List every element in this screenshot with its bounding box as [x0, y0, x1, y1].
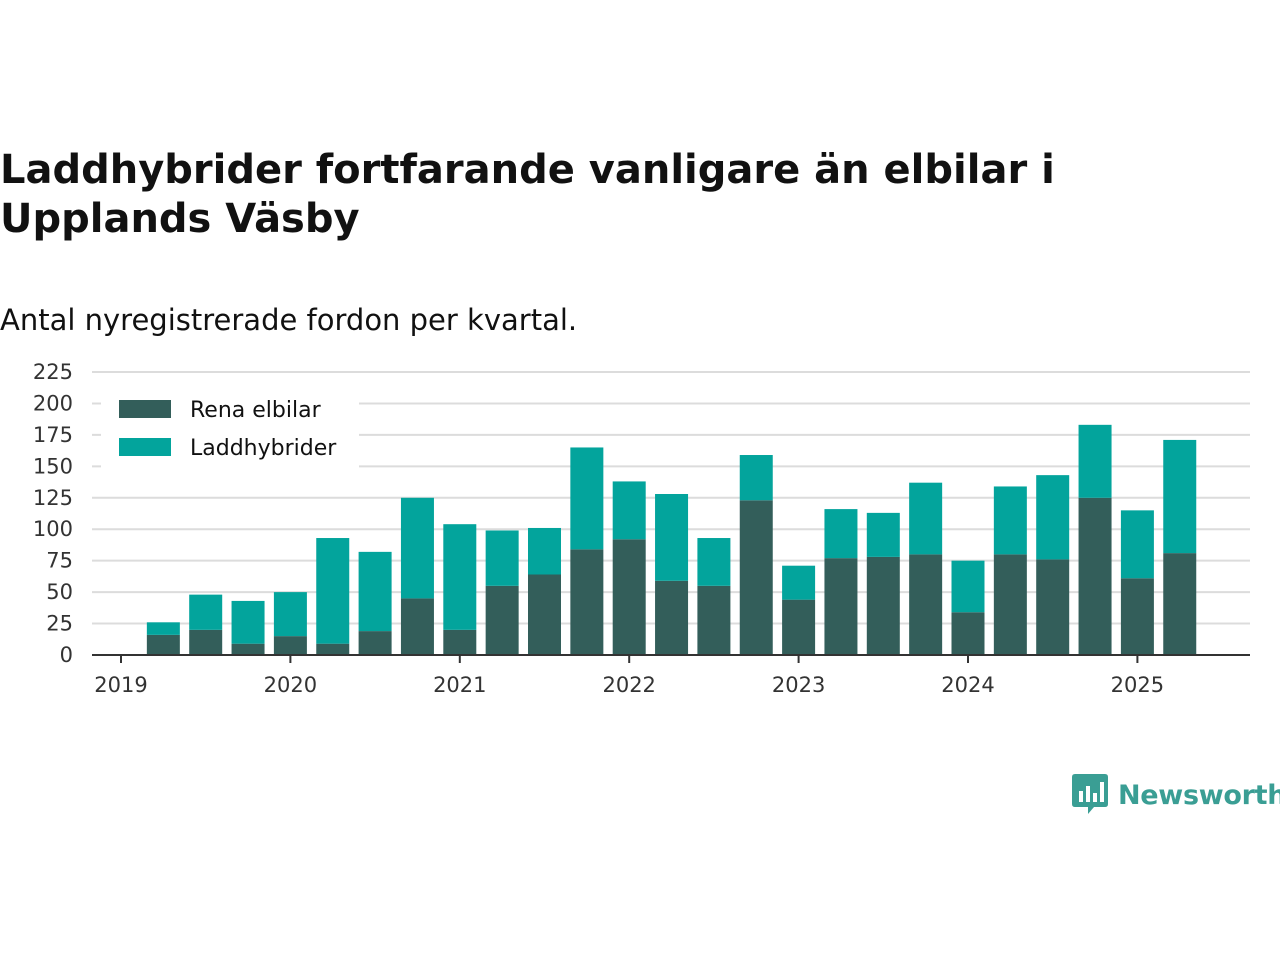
bar-laddhybrider [570, 447, 604, 550]
bar-laddhybrider [612, 481, 646, 540]
bar-rena-elbilar [146, 634, 180, 655]
newsworthy-brand: Newsworthy [1072, 774, 1280, 816]
bar-laddhybrider [358, 551, 392, 632]
bar-rena-elbilar [1036, 559, 1070, 655]
bar-rena-elbilar [316, 643, 350, 655]
x-tick-label: 2022 [602, 673, 655, 697]
y-tick-label: 175 [33, 423, 73, 447]
bar-rena-elbilar [1120, 578, 1154, 655]
bar-rena-elbilar [612, 539, 646, 655]
y-tick-label: 0 [60, 643, 73, 667]
bars [146, 424, 1197, 655]
bar-rena-elbilar [189, 629, 223, 655]
x-tick-label: 2023 [772, 673, 825, 697]
x-tick-label: 2025 [1111, 673, 1164, 697]
bar-laddhybrider [782, 565, 816, 600]
bar-rena-elbilar [655, 580, 689, 655]
bar-rena-elbilar [400, 598, 434, 655]
bar-laddhybrider [189, 594, 223, 630]
bar-rena-elbilar [1163, 553, 1197, 655]
y-tick-label: 75 [46, 549, 73, 573]
y-tick-label: 25 [46, 612, 73, 636]
x-tick-label: 2021 [433, 673, 486, 697]
legend-swatch [119, 400, 171, 418]
bar-laddhybrider [951, 560, 985, 613]
bar-laddhybrider [146, 622, 180, 635]
y-tick-label: 200 [33, 391, 73, 415]
bar-laddhybrider [400, 497, 434, 599]
bar-laddhybrider [528, 527, 561, 575]
bar-laddhybrider [655, 494, 689, 581]
bar-laddhybrider [273, 592, 307, 637]
bar-laddhybrider [1078, 424, 1112, 498]
bar-laddhybrider [824, 509, 858, 559]
y-tick-label: 100 [33, 517, 73, 541]
bar-rena-elbilar [824, 558, 858, 655]
x-tick-label: 2024 [941, 673, 994, 697]
y-tick-label: 50 [46, 580, 73, 604]
bar-laddhybrider [316, 538, 350, 644]
bar-rena-elbilar [443, 629, 477, 655]
axes: 0 25 50 75 100 125 150 175 200 225 2019 2020 2021 202… [33, 360, 1250, 697]
legend: Rena elbilar Laddhybrider [101, 386, 359, 472]
bar-rena-elbilar [739, 500, 773, 655]
x-tick-label: 2019 [94, 673, 147, 697]
newsworthy-logo-icon [1072, 774, 1108, 814]
y-tick-label: 225 [33, 360, 73, 384]
stacked-bar-chart: 0 25 50 75 100 125 150 175 200 225 2019 2020 2021 202… [33, 360, 1250, 697]
bar-rena-elbilar [273, 636, 307, 655]
bar-rena-elbilar [528, 574, 561, 655]
y-tick-label: 150 [33, 454, 73, 478]
bar-rena-elbilar [570, 549, 604, 655]
bar-rena-elbilar [697, 585, 731, 655]
bar-laddhybrider [697, 538, 731, 586]
bar-rena-elbilar [909, 554, 943, 655]
bar-laddhybrider [1120, 510, 1154, 579]
legend-swatch [119, 438, 171, 456]
chart-title: Laddhybrider fortfarande vanligare än el… [0, 147, 1055, 242]
legend-label: Laddhybrider [190, 436, 337, 461]
bar-laddhybrider [866, 512, 900, 557]
bar-rena-elbilar [485, 585, 519, 655]
bar-rena-elbilar [866, 556, 900, 655]
bar-laddhybrider [909, 482, 943, 555]
bar-laddhybrider [1036, 475, 1070, 560]
bar-rena-elbilar [1078, 497, 1112, 655]
bar-rena-elbilar [231, 643, 265, 655]
bar-laddhybrider [739, 455, 773, 501]
bar-rena-elbilar [358, 631, 392, 655]
brand-name: Newsworthy [1118, 779, 1280, 811]
bar-laddhybrider [485, 530, 519, 586]
bar-laddhybrider [231, 600, 265, 644]
bar-rena-elbilar [782, 599, 816, 655]
y-tick-label: 125 [33, 486, 73, 510]
bar-laddhybrider [993, 486, 1027, 555]
legend-label: Rena elbilar [190, 398, 322, 423]
x-tick-label: 2020 [264, 673, 317, 697]
chart-subtitle: Antal nyregistrerade fordon per kvartal. [0, 303, 578, 337]
bar-laddhybrider [443, 524, 477, 630]
bar-laddhybrider [1163, 439, 1197, 554]
bar-rena-elbilar [993, 554, 1027, 655]
bar-rena-elbilar [951, 612, 985, 655]
